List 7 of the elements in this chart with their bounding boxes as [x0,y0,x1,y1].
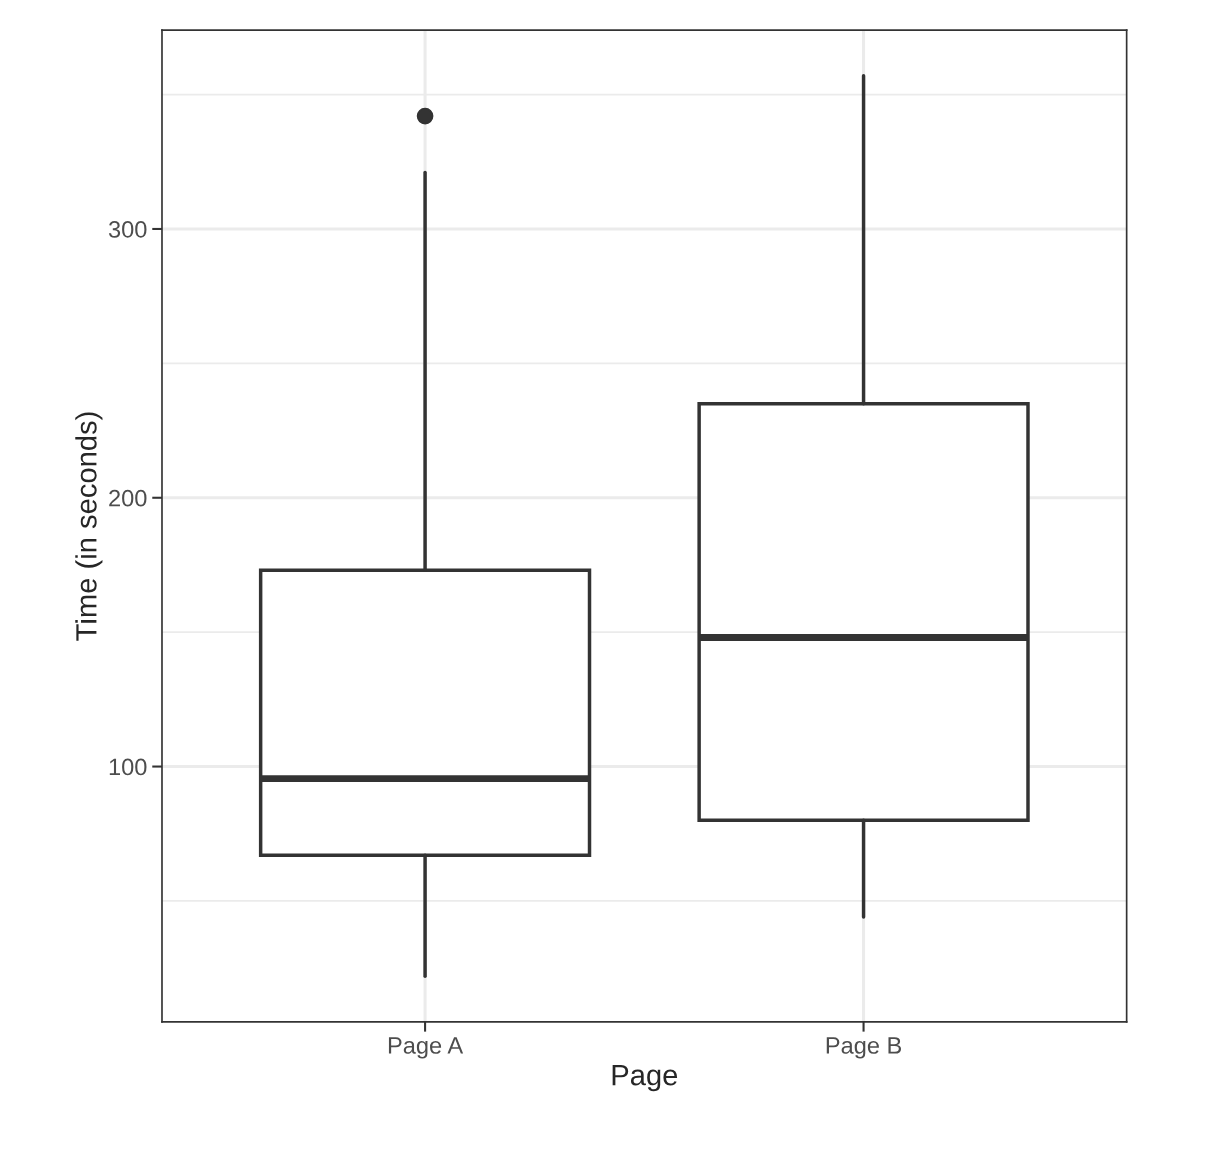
y-axis-title: Time (in seconds) [75,412,103,641]
x-axis-title: Page [612,1065,678,1092]
y-tick-label: 200 [109,489,147,507]
x-tick-label: Page B [826,1037,902,1059]
y-tick-label: 300 [108,221,147,238]
y-tick-label: 100 [109,758,147,776]
x-tick-label: Page A [388,1037,464,1059]
